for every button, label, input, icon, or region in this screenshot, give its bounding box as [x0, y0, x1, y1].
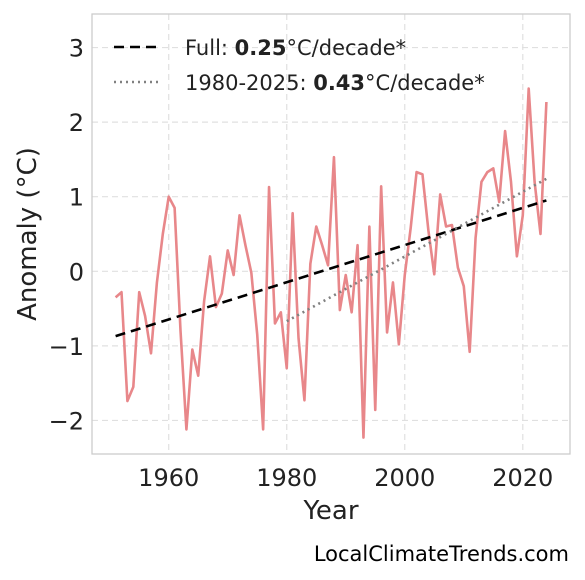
series-layer [114, 87, 548, 439]
legend-recent-label: 1980-2025: 0.43°C/decade* [185, 71, 485, 95]
x-tick-labels: 1960 1980 2000 2020 [138, 464, 553, 492]
plot-frame [91, 13, 571, 455]
anomaly-series-line [114, 87, 548, 439]
y-tick-label: −1 [49, 333, 84, 361]
x-tick-label: 1980 [256, 464, 317, 492]
legend-full-prefix: Full: [185, 36, 235, 60]
legend-full-suffix: °C/decade* [287, 36, 407, 60]
legend-recent-prefix: 1980-2025: [185, 71, 313, 95]
y-tick-label: −2 [49, 407, 84, 435]
x-tick-label: 2020 [492, 464, 553, 492]
grid [92, 14, 570, 454]
legend: Full: 0.25°C/decade* 1980-2025: 0.43°C/d… [114, 36, 485, 95]
trend-layer [115, 177, 548, 338]
full-trend-line [115, 199, 547, 338]
y-tick-label: 0 [69, 258, 84, 286]
y-axis-label: Anomaly (°C) [13, 147, 43, 321]
legend-recent-suffix: °C/decade* [365, 71, 485, 95]
y-tick-label: 3 [69, 35, 84, 63]
x-tick-label: 1960 [138, 464, 199, 492]
credit-text: LocalClimateTrends.com [314, 542, 569, 566]
y-tick-labels: −2 −1 0 1 2 3 [49, 35, 84, 436]
legend-full-label: Full: 0.25°C/decade* [185, 36, 406, 60]
recent-trend-line [286, 177, 548, 323]
y-tick-label: 2 [69, 109, 84, 137]
legend-full-value: 0.25 [235, 36, 287, 60]
x-axis-label: Year [302, 496, 358, 526]
y-tick-label: 1 [69, 184, 84, 212]
x-tick-label: 2000 [374, 464, 435, 492]
legend-recent-value: 0.43 [313, 71, 365, 95]
